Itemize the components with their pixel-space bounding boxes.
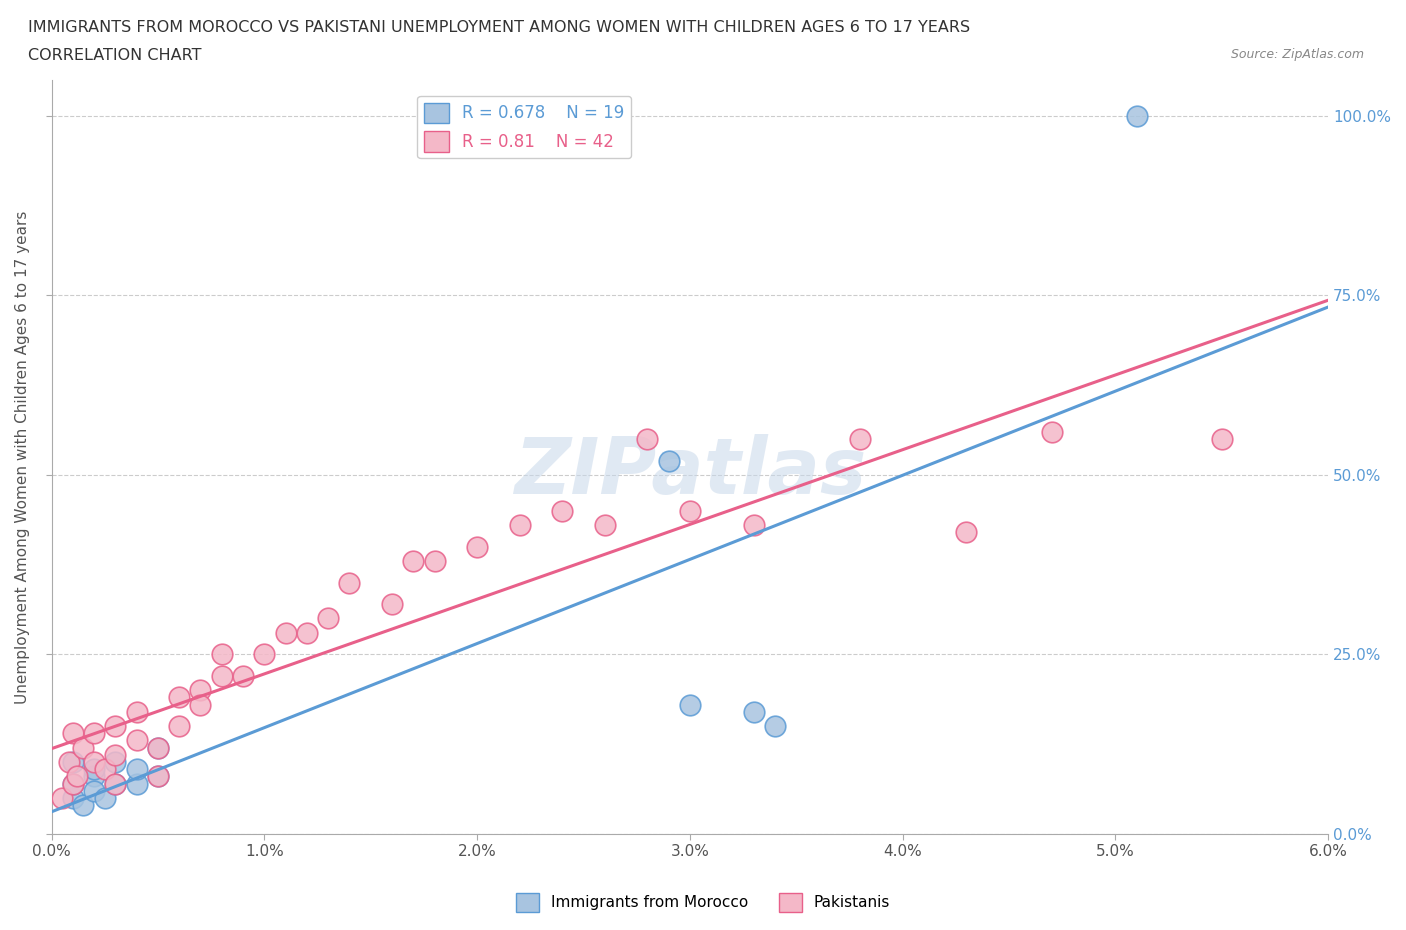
Point	[125, 733, 148, 748]
Point	[955, 525, 977, 539]
Point	[146, 769, 169, 784]
Point	[62, 754, 84, 769]
Point	[402, 553, 425, 568]
Point	[1040, 424, 1063, 439]
Point	[104, 777, 127, 791]
Point	[72, 740, 94, 755]
Point	[125, 777, 148, 791]
Point	[465, 539, 488, 554]
Point	[742, 704, 765, 719]
Point	[83, 769, 105, 784]
Point	[167, 719, 190, 734]
Point	[190, 698, 212, 712]
Point	[83, 762, 105, 777]
Point	[742, 518, 765, 533]
Point	[72, 798, 94, 813]
Point	[93, 762, 115, 777]
Point	[167, 690, 190, 705]
Point	[339, 575, 361, 590]
Point	[232, 669, 254, 684]
Legend: R = 0.678    N = 19, R = 0.81    N = 42: R = 0.678 N = 19, R = 0.81 N = 42	[418, 96, 631, 158]
Point	[62, 777, 84, 791]
Point	[125, 704, 148, 719]
Point	[104, 754, 127, 769]
Point	[104, 748, 127, 763]
Point	[636, 432, 658, 446]
Point	[679, 698, 702, 712]
Point	[295, 625, 318, 640]
Point	[83, 754, 105, 769]
Point	[423, 553, 446, 568]
Point	[51, 790, 73, 805]
Point	[146, 740, 169, 755]
Text: CORRELATION CHART: CORRELATION CHART	[28, 48, 201, 63]
Text: Source: ZipAtlas.com: Source: ZipAtlas.com	[1230, 48, 1364, 61]
Legend: Immigrants from Morocco, Pakistanis: Immigrants from Morocco, Pakistanis	[509, 887, 897, 918]
Text: IMMIGRANTS FROM MOROCCO VS PAKISTANI UNEMPLOYMENT AMONG WOMEN WITH CHILDREN AGES: IMMIGRANTS FROM MOROCCO VS PAKISTANI UNE…	[28, 20, 970, 35]
Point	[509, 518, 531, 533]
Point	[763, 719, 786, 734]
Point	[58, 754, 80, 769]
Point	[658, 453, 681, 468]
Point	[211, 669, 233, 684]
Point	[274, 625, 297, 640]
Point	[66, 769, 89, 784]
Point	[125, 762, 148, 777]
Point	[1125, 109, 1147, 124]
Point	[593, 518, 616, 533]
Point	[104, 777, 127, 791]
Point	[849, 432, 872, 446]
Point	[381, 597, 404, 612]
Point	[253, 647, 276, 662]
Point	[83, 783, 105, 798]
Point	[679, 503, 702, 518]
Point	[146, 740, 169, 755]
Point	[1211, 432, 1233, 446]
Point	[93, 790, 115, 805]
Point	[83, 725, 105, 740]
Point	[211, 647, 233, 662]
Point	[146, 769, 169, 784]
Point	[104, 719, 127, 734]
Text: ZIPatlas: ZIPatlas	[513, 434, 866, 510]
Point	[62, 790, 84, 805]
Y-axis label: Unemployment Among Women with Children Ages 6 to 17 years: Unemployment Among Women with Children A…	[15, 210, 30, 704]
Point	[551, 503, 574, 518]
Point	[62, 777, 84, 791]
Point	[190, 683, 212, 698]
Point	[316, 611, 339, 626]
Point	[62, 725, 84, 740]
